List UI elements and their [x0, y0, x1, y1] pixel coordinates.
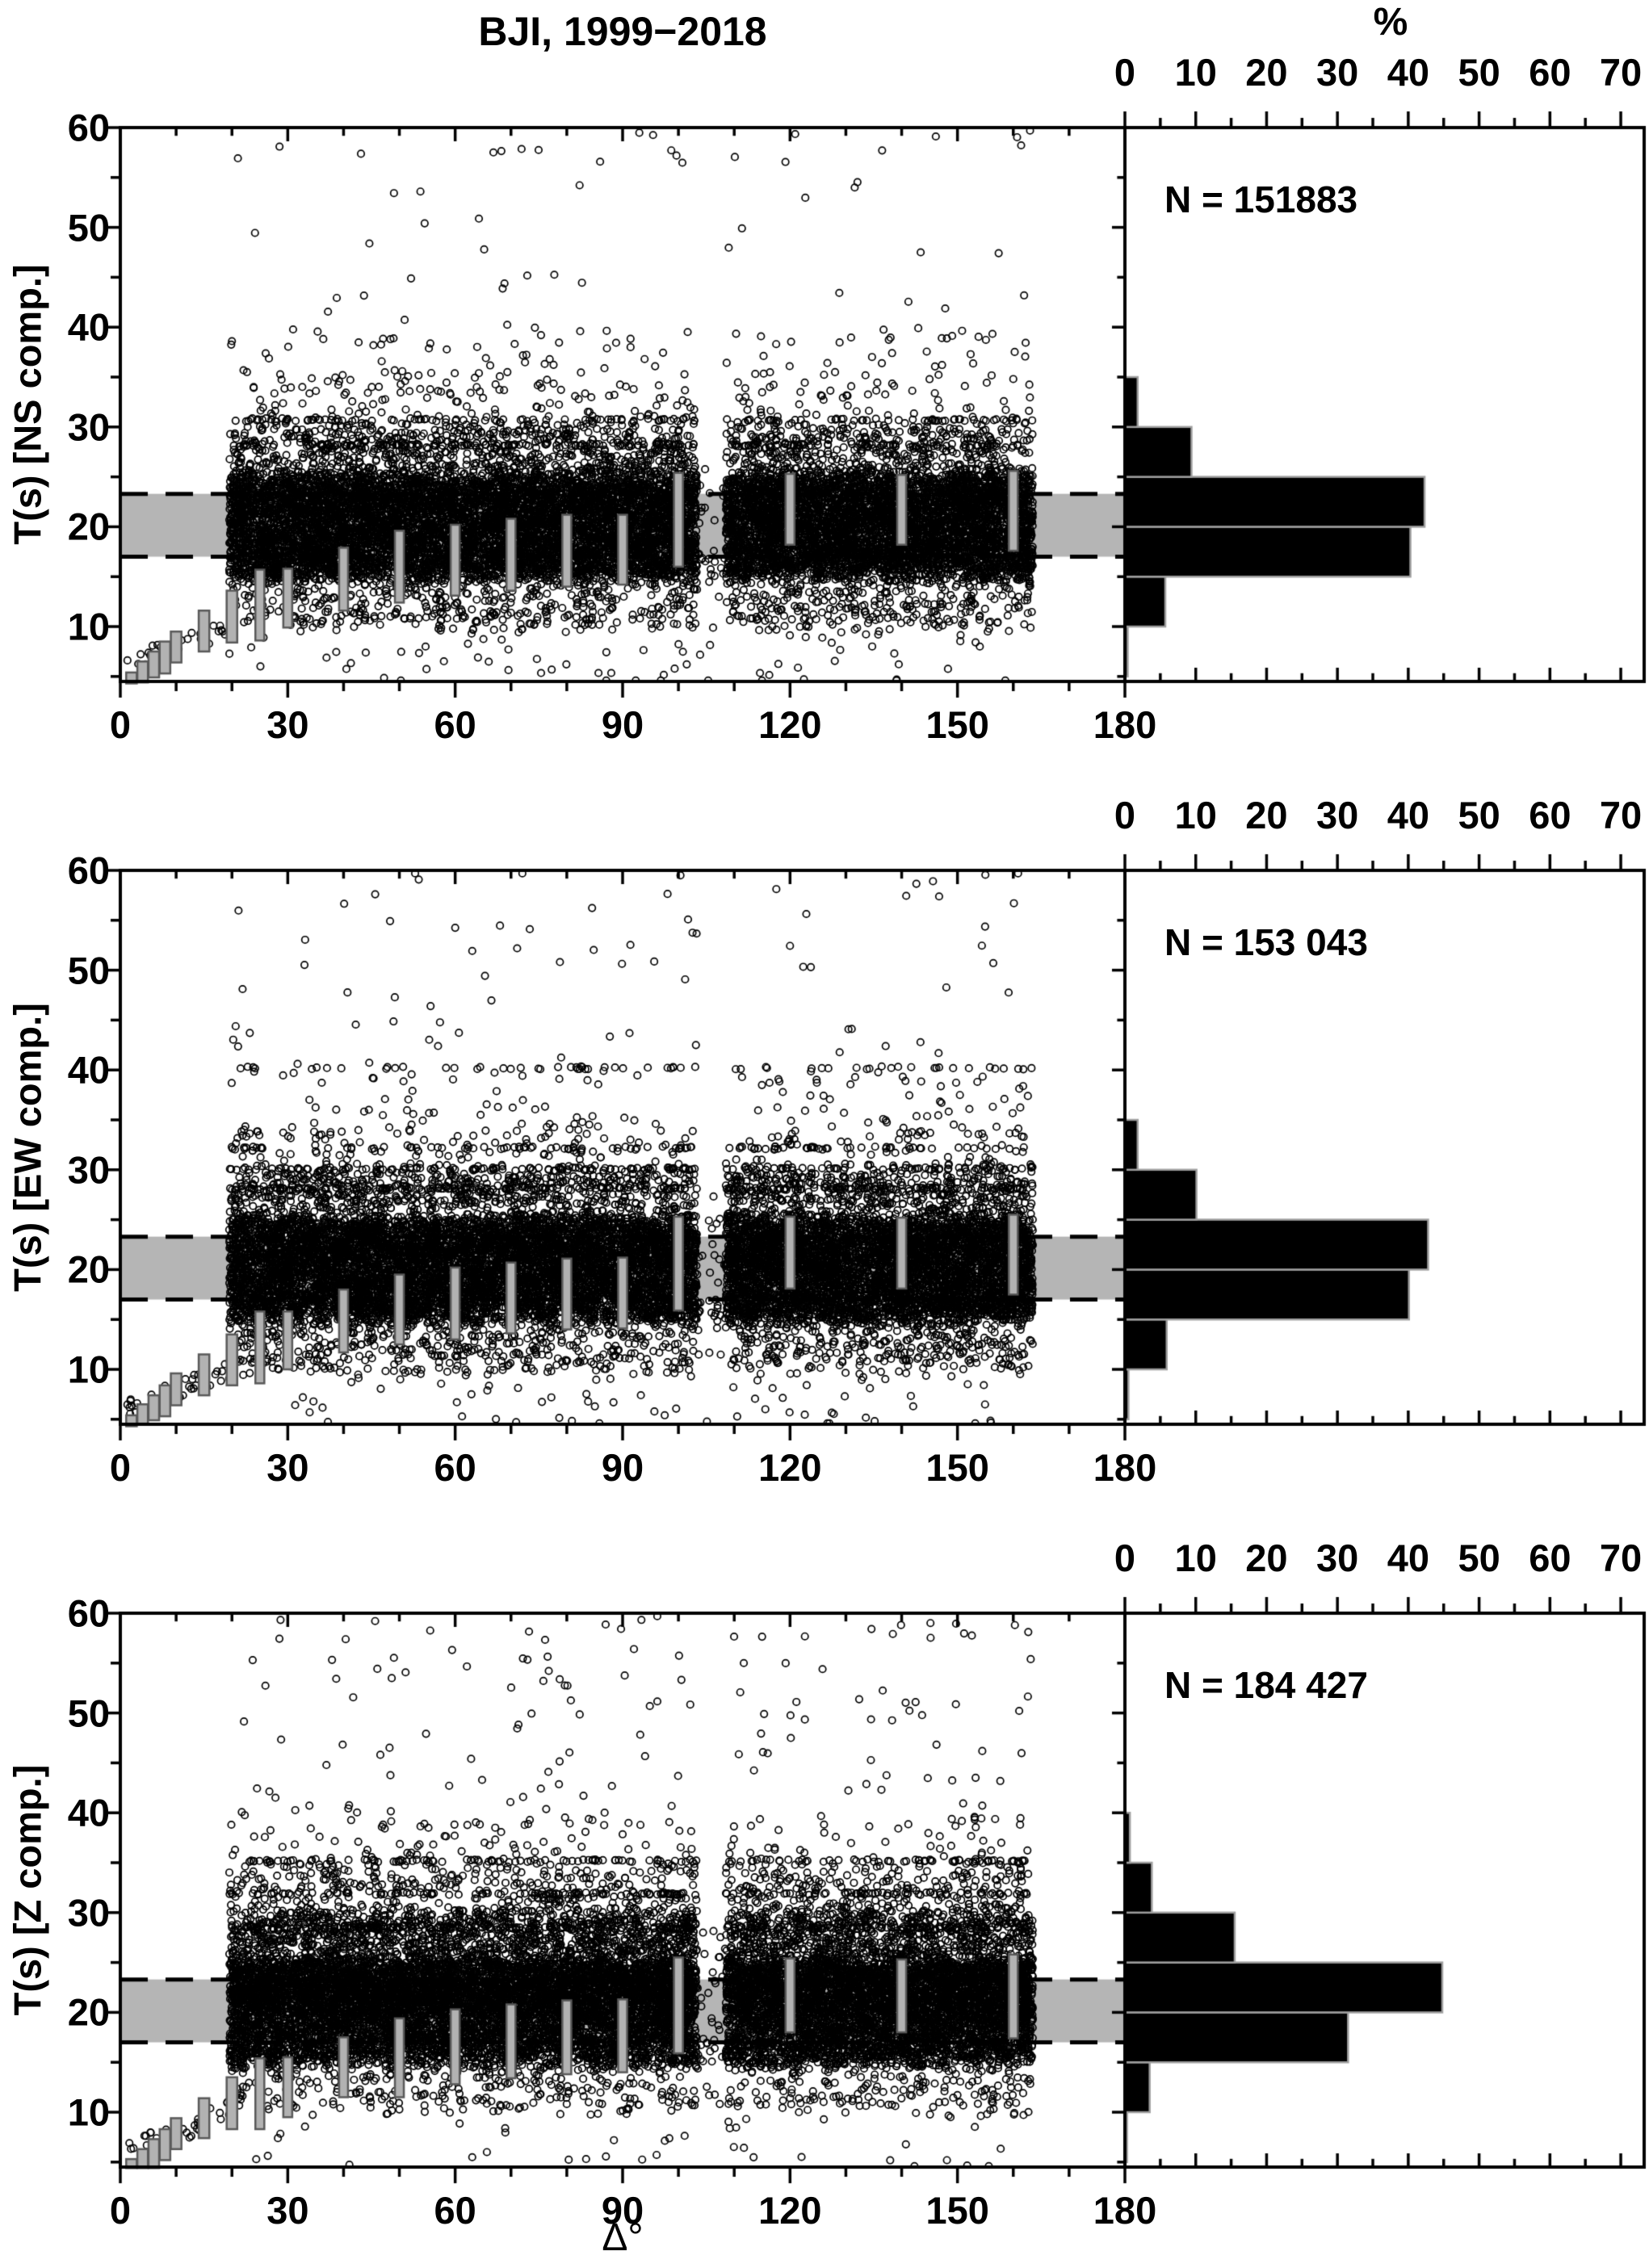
x-tick-label: 0 — [109, 2189, 132, 2232]
pct-tick-label: 50 — [1458, 1536, 1500, 1579]
pct-tick-label: 20 — [1245, 1536, 1288, 1579]
y-tick-label: 30 — [67, 1891, 110, 1935]
n-count-z: N = 184 427 — [1164, 1664, 1368, 1706]
n-count-ns: N = 151883 — [1164, 178, 1358, 220]
y-tick-label: 20 — [67, 1247, 110, 1291]
y-tick-label: 20 — [67, 1990, 110, 2034]
pct-tick-label: 60 — [1529, 794, 1571, 836]
pct-tick-label: 30 — [1316, 1536, 1359, 1579]
pct-tick-label: 50 — [1458, 51, 1500, 94]
y-tick-label: 40 — [67, 305, 110, 349]
x-tick-label: 180 — [1093, 2189, 1157, 2232]
y-tick-label: 50 — [67, 206, 110, 249]
x-tick-label: 60 — [434, 1446, 476, 1489]
n-count-ew: N = 153 043 — [1164, 921, 1368, 963]
y-axis-title-ew: T(s) [EW comp.] — [6, 1003, 49, 1292]
pct-tick-label: 10 — [1174, 1536, 1217, 1579]
pct-tick-label: 0 — [1114, 794, 1136, 836]
y-tick-label: 60 — [67, 106, 110, 149]
pct-tick-label: 60 — [1529, 1536, 1571, 1579]
pct-tick-label: 50 — [1458, 794, 1500, 836]
x-tick-label: 180 — [1093, 703, 1157, 746]
pct-tick-label: 10 — [1174, 794, 1217, 836]
pct-tick-label: 40 — [1387, 794, 1430, 836]
pct-tick-label: 0 — [1114, 1536, 1136, 1579]
x-axis-title: Δ° — [602, 2216, 644, 2259]
y-tick-label: 20 — [67, 505, 110, 548]
x-tick-label: 60 — [434, 703, 476, 746]
pct-tick-label: 30 — [1316, 51, 1359, 94]
x-tick-label: 150 — [925, 1446, 989, 1489]
pct-tick-label: 40 — [1387, 1536, 1430, 1579]
x-tick-label: 30 — [266, 2189, 309, 2232]
pct-tick-label: 0 — [1114, 51, 1136, 94]
y-axis-title-ns: T(s) [NS comp.] — [6, 264, 49, 545]
y-tick-label: 10 — [67, 2090, 110, 2134]
pct-tick-label: 70 — [1599, 51, 1643, 94]
x-tick-label: 60 — [434, 2189, 476, 2232]
x-tick-label: 0 — [109, 1446, 132, 1489]
x-tick-label: 150 — [925, 2189, 989, 2232]
x-tick-label: 90 — [601, 703, 644, 746]
y-axis-title-z: T(s) [Z comp.] — [6, 1764, 49, 2016]
pct-tick-label: 30 — [1316, 794, 1359, 836]
x-tick-label: 90 — [601, 2189, 644, 2232]
y-tick-label: 10 — [67, 605, 110, 648]
pct-tick-label: 40 — [1387, 51, 1430, 94]
pct-tick-label: 20 — [1245, 51, 1288, 94]
x-tick-label: 90 — [601, 1446, 644, 1489]
x-tick-label: 150 — [925, 703, 989, 746]
x-tick-label: 0 — [109, 703, 132, 746]
y-tick-label: 50 — [67, 1692, 110, 1735]
y-tick-label: 30 — [67, 405, 110, 449]
y-tick-label: 60 — [67, 1591, 110, 1635]
x-tick-label: 180 — [1093, 1446, 1157, 1489]
x-tick-label: 120 — [758, 1446, 822, 1489]
x-tick-label: 120 — [758, 2189, 822, 2232]
pct-tick-label: 60 — [1529, 51, 1571, 94]
pct-tick-label: 70 — [1599, 1536, 1643, 1579]
y-tick-label: 40 — [67, 1791, 110, 1834]
y-tick-label: 50 — [67, 949, 110, 992]
x-tick-label: 120 — [758, 703, 822, 746]
y-tick-label: 30 — [67, 1148, 110, 1192]
x-tick-label: 30 — [266, 703, 309, 746]
pct-tick-label: 70 — [1599, 794, 1643, 836]
y-tick-label: 60 — [67, 849, 110, 892]
pct-tick-label: 20 — [1245, 794, 1288, 836]
pct-tick-label: 10 — [1174, 51, 1217, 94]
percent-axis-title: % — [1373, 1, 1408, 44]
y-tick-label: 10 — [67, 1348, 110, 1391]
x-tick-label: 30 — [266, 1446, 309, 1489]
y-tick-label: 40 — [67, 1048, 110, 1092]
figure-title: BJI, 1999−2018 — [478, 9, 767, 54]
